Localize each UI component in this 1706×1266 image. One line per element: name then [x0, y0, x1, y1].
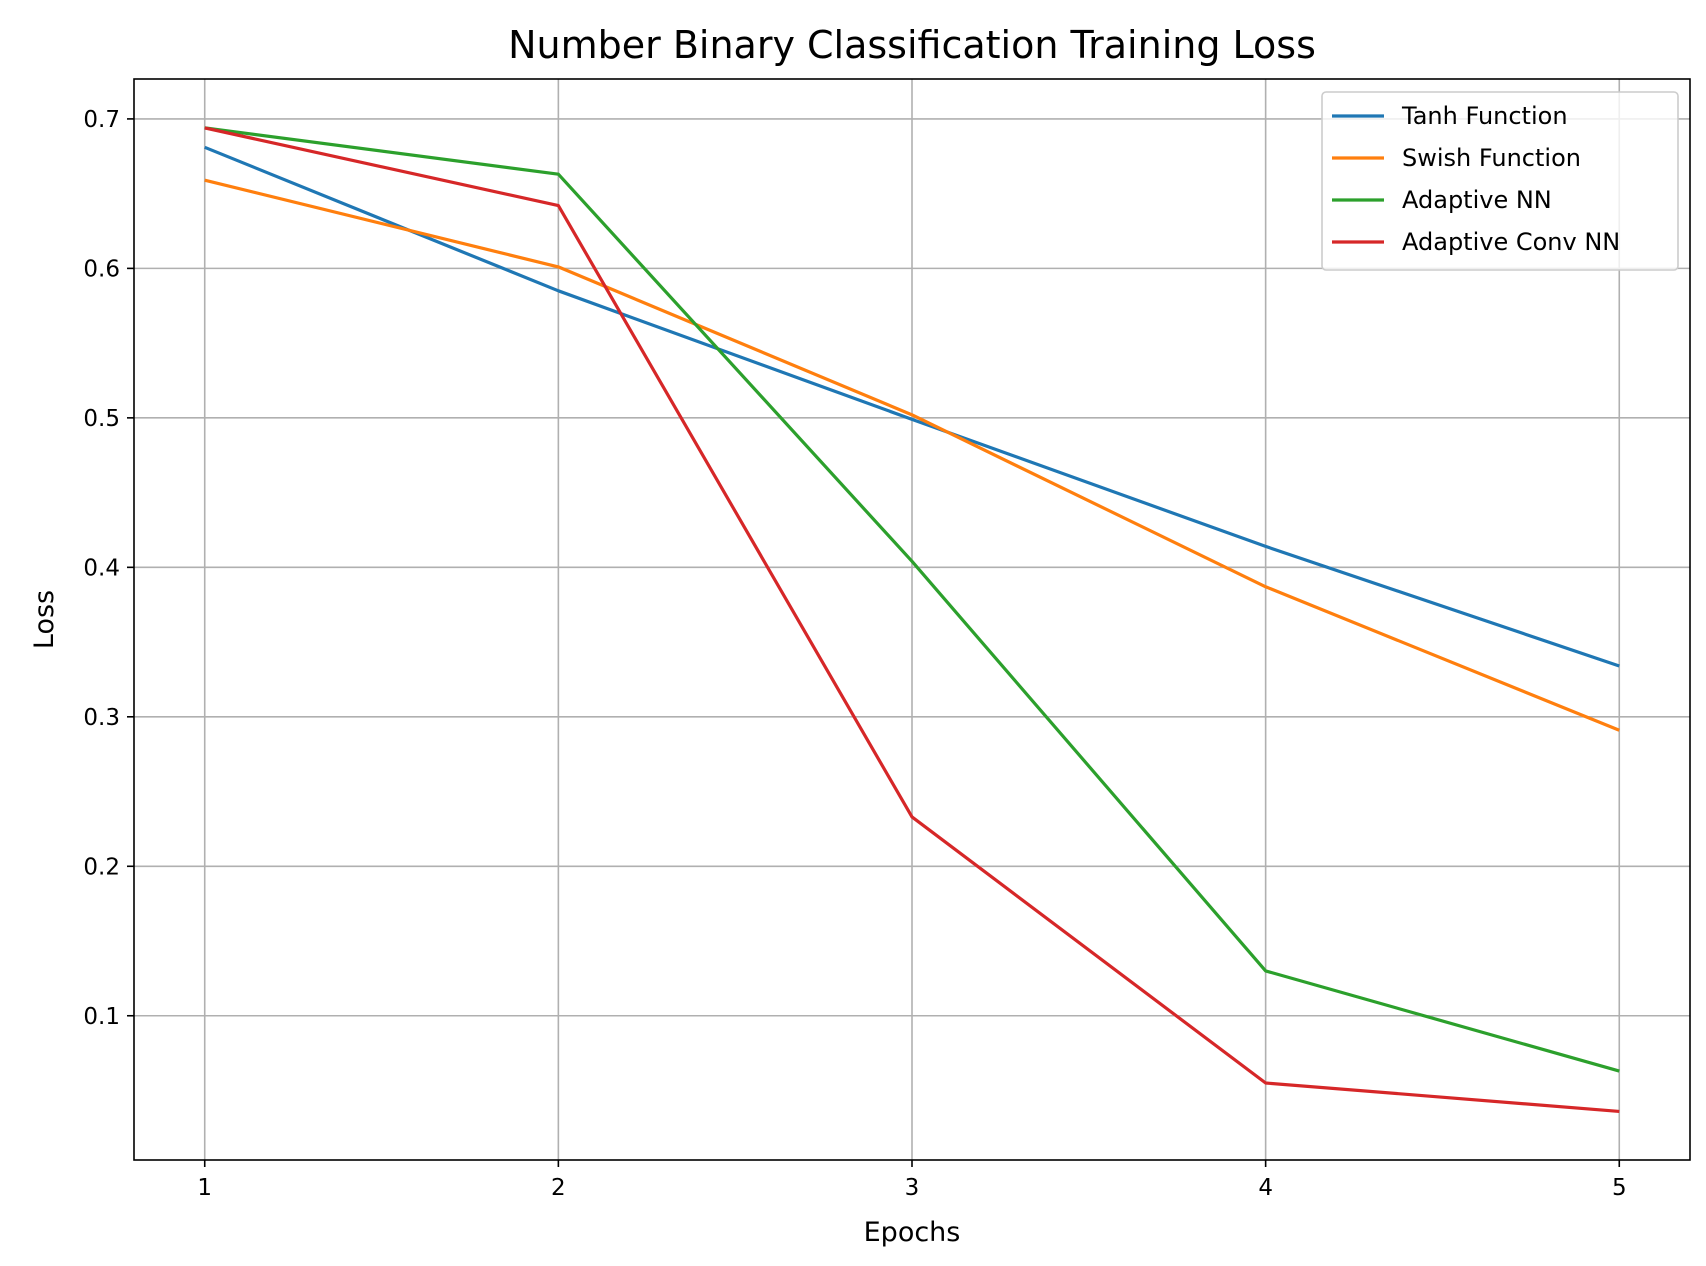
y-axis-label: Loss [29, 590, 60, 649]
series-line-adaptive-conv-nn [204, 126, 1620, 1114]
series-line-swish-function [204, 178, 1620, 732]
x-axis-label: Epochs [864, 1217, 961, 1248]
x-tick-label: 4 [1258, 1175, 1273, 1201]
x-tick-label: 3 [905, 1175, 920, 1201]
x-tick-label: 2 [551, 1175, 566, 1201]
series-line-tanh-function [204, 145, 1620, 668]
legend-label: Adaptive NN [1402, 186, 1552, 214]
legend-box [1321, 91, 1679, 271]
x-tick-label: 5 [1612, 1175, 1627, 1201]
series-line-adaptive-nn [204, 126, 1620, 1073]
axis-ticks: 1 2 3 4 5 0.1 0.2 0.3 0.4 0.5 0.6 0.7 [83, 107, 1626, 1201]
x-tick-label: 1 [197, 1175, 212, 1201]
chart-title: Number Binary Classification Training Lo… [508, 23, 1316, 67]
y-tick-label: 0.5 [83, 406, 120, 432]
y-tick-label: 0.3 [83, 705, 120, 731]
legend: Tanh Function Swish Function Adaptive NN Ad… [1321, 91, 1679, 271]
y-tick-label: 0.6 [83, 256, 120, 282]
y-tick-label: 0.4 [83, 555, 120, 581]
y-tick-label: 0.7 [83, 107, 120, 133]
series-lines [204, 126, 1620, 1114]
y-tick-label: 0.1 [83, 1004, 120, 1030]
y-tick-label: 0.2 [83, 854, 120, 880]
legend-label: Swish Function [1402, 144, 1581, 172]
legend-label: Adaptive Conv NN [1402, 228, 1620, 256]
legend-label: Tanh Function [1401, 102, 1568, 130]
